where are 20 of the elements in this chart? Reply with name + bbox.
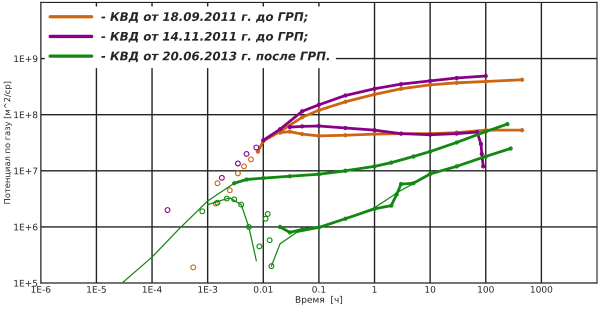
- x-tick-label: 0.1: [312, 286, 326, 293]
- x-tick-label: 1000: [530, 286, 552, 293]
- y-tick-label: 1E+5: [14, 280, 38, 287]
- legend-label: - КВД от 20.06.2013 г. после ГРП.: [101, 52, 330, 62]
- y-tick-label: 1E+6: [14, 224, 38, 230]
- x-tick-label: 1: [372, 286, 377, 293]
- x-tick-label: 100: [478, 286, 494, 293]
- y-tick-label: 1E+8: [14, 111, 38, 118]
- x-tick-label: 1E-6: [32, 286, 50, 293]
- x-tick-label: 1E-4: [142, 286, 162, 293]
- y-tick-label: 1E+7: [14, 168, 38, 174]
- x-axis-title: Время [ч]: [296, 296, 342, 305]
- x-tick-label: 1E-3: [198, 286, 218, 293]
- x-tick-label: 10: [425, 286, 436, 293]
- y-axis-title: Потенциал по газу [м^2/ср]: [4, 82, 12, 204]
- y-tick-label: 1E+9: [14, 55, 38, 62]
- x-tick-label: 0.01: [254, 286, 272, 293]
- legend-label: - КВД от 18.09.2011 г. до ГРП;: [101, 12, 308, 23]
- legend-label: - КВД от 14.11.2011 г. до ГРП;: [101, 32, 308, 42]
- x-tick-label: 1E-5: [87, 286, 106, 293]
